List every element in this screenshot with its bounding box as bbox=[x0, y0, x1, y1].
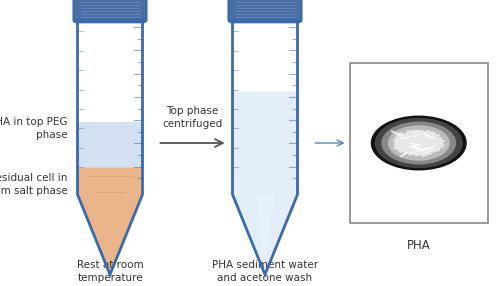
Text: PHA sediment water
and acetone wash: PHA sediment water and acetone wash bbox=[212, 260, 318, 283]
Circle shape bbox=[370, 116, 466, 170]
Text: Rest at room
temperature: Rest at room temperature bbox=[76, 260, 144, 283]
Text: PHA: PHA bbox=[407, 239, 430, 252]
FancyBboxPatch shape bbox=[228, 0, 302, 22]
Polygon shape bbox=[78, 20, 142, 275]
Circle shape bbox=[388, 125, 450, 161]
Text: Residual cell in
bottom salt phase: Residual cell in bottom salt phase bbox=[0, 173, 68, 196]
Polygon shape bbox=[78, 122, 142, 167]
Circle shape bbox=[375, 118, 463, 168]
FancyBboxPatch shape bbox=[74, 0, 146, 22]
Text: PHA in top PEG
phase: PHA in top PEG phase bbox=[0, 117, 68, 140]
Text: Top phase
centrifuged: Top phase centrifuged bbox=[162, 106, 222, 129]
Polygon shape bbox=[232, 20, 298, 275]
Polygon shape bbox=[78, 167, 142, 275]
FancyBboxPatch shape bbox=[350, 63, 488, 223]
Polygon shape bbox=[232, 92, 298, 275]
Polygon shape bbox=[256, 194, 275, 263]
Circle shape bbox=[381, 122, 456, 164]
Polygon shape bbox=[392, 130, 446, 157]
